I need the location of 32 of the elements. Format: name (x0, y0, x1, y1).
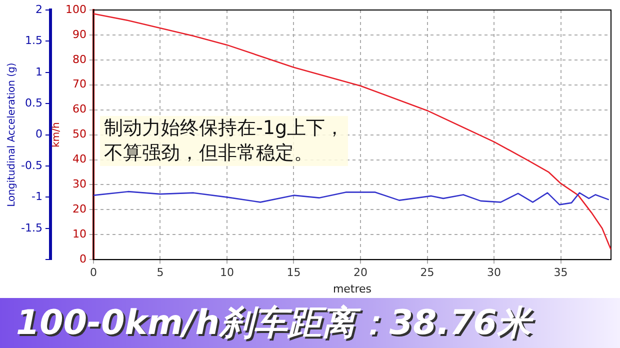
y2-tick-label: 100 (65, 2, 86, 16)
y2-tick-label: 80 (72, 52, 86, 66)
y2-tick-label: 0 (79, 252, 86, 266)
x-tick-label: 25 (420, 266, 434, 280)
annotation: 制动力始终保持在-1g上下， (104, 117, 344, 139)
annotation: 不算强劲，但非常稳定。 (104, 142, 313, 164)
y2-tick-label: 50 (72, 128, 86, 141)
x-tick-label: 30 (487, 266, 502, 280)
y2-tick-label: 70 (72, 78, 86, 91)
y2-tick-label: 30 (72, 178, 86, 191)
y-tick-label: -1.5 (20, 221, 42, 234)
y2-tick-label: 40 (72, 152, 86, 166)
y2-tick-label: 10 (72, 228, 86, 240)
y-tick-label: -1 (31, 190, 42, 204)
y2-axis-title: km/h (51, 122, 62, 148)
x-tick-label: 5 (156, 266, 164, 280)
x-tick-label: 35 (554, 266, 568, 280)
y-tick-label: 1.5 (24, 34, 42, 48)
x-tick-label: 0 (90, 266, 97, 280)
x-tick-label: 20 (354, 266, 368, 280)
y-tick-label: 1 (35, 65, 42, 78)
x-axis-title: metres (332, 282, 372, 296)
y2-tick-label: 90 (72, 28, 86, 41)
x-tick-label: 10 (220, 266, 234, 280)
y2-tick-label: 60 (72, 102, 86, 116)
y-axis-title: Longitudinal Acceleration (g) (6, 62, 18, 207)
y-tick-label: 0 (35, 128, 42, 141)
y-tick-label: 2 (35, 2, 42, 16)
y-tick-label: -0.5 (20, 158, 42, 172)
x-tick-label: 15 (286, 266, 301, 280)
y-tick-label: 0.5 (24, 96, 42, 110)
y2-tick-label: 20 (72, 202, 86, 216)
